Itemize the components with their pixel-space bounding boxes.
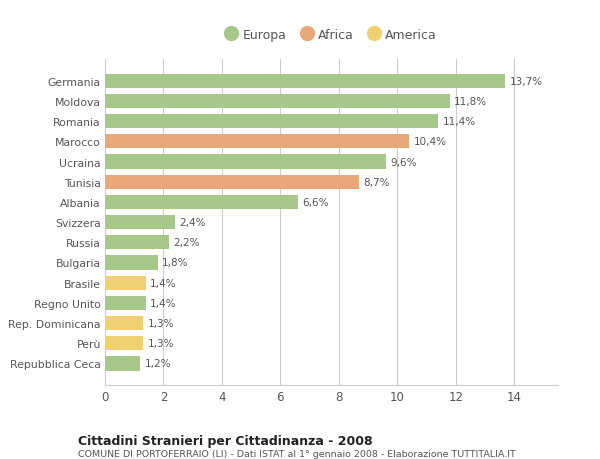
Text: COMUNE DI PORTOFERRAIO (LI) - Dati ISTAT al 1° gennaio 2008 - Elaborazione TUTTI: COMUNE DI PORTOFERRAIO (LI) - Dati ISTAT…: [78, 449, 516, 458]
Text: 2,2%: 2,2%: [173, 238, 200, 248]
Text: Cittadini Stranieri per Cittadinanza - 2008: Cittadini Stranieri per Cittadinanza - 2…: [78, 434, 373, 447]
Bar: [105, 336, 143, 351]
Bar: [105, 155, 386, 169]
Text: 10,4%: 10,4%: [413, 137, 446, 147]
Text: 11,4%: 11,4%: [443, 117, 476, 127]
Text: 1,4%: 1,4%: [151, 298, 177, 308]
Bar: [105, 256, 158, 270]
Legend: Europa, Africa, America: Europa, Africa, America: [221, 23, 442, 46]
Text: 1,3%: 1,3%: [148, 339, 174, 348]
Bar: [105, 95, 450, 109]
Bar: [105, 175, 359, 190]
Text: 1,4%: 1,4%: [151, 278, 177, 288]
Bar: [105, 316, 143, 330]
Bar: [105, 357, 140, 371]
Bar: [105, 236, 169, 250]
Text: 1,8%: 1,8%: [162, 258, 188, 268]
Bar: [105, 196, 298, 209]
Bar: [105, 216, 175, 230]
Bar: [105, 276, 146, 290]
Text: 2,4%: 2,4%: [179, 218, 206, 228]
Text: 1,3%: 1,3%: [148, 319, 174, 328]
Bar: [105, 115, 438, 129]
Text: 8,7%: 8,7%: [364, 177, 390, 187]
Text: 11,8%: 11,8%: [454, 97, 487, 106]
Bar: [105, 135, 409, 149]
Bar: [105, 74, 505, 89]
Text: 1,2%: 1,2%: [145, 358, 171, 369]
Text: 6,6%: 6,6%: [302, 197, 329, 207]
Text: 9,6%: 9,6%: [390, 157, 416, 167]
Text: 13,7%: 13,7%: [510, 77, 543, 87]
Bar: [105, 296, 146, 310]
